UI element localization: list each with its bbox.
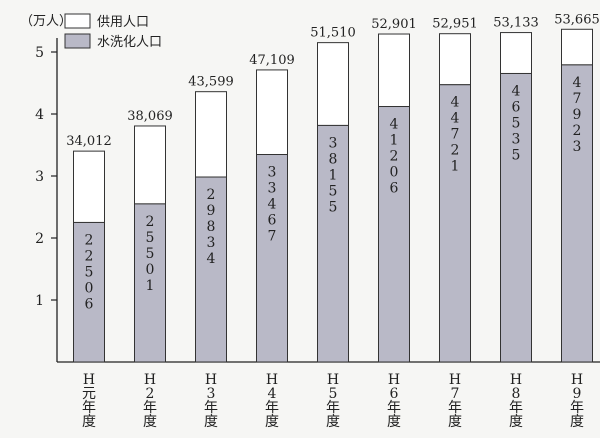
- bar-supply-population: [195, 91, 227, 178]
- bar-flush-population: [378, 106, 410, 363]
- bar-flush-population: [439, 84, 471, 363]
- bar-flush-population: [500, 72, 532, 363]
- bar-total-label: 51,510: [310, 26, 356, 41]
- bar-supply-population: [73, 150, 105, 223]
- bar-total-label: 53,665: [554, 12, 600, 27]
- y-tick-label: 2: [35, 231, 44, 247]
- x-category-label: H 6 年度: [387, 372, 401, 430]
- bar-supply-population: [317, 42, 349, 126]
- x-category-label: H 元年度: [82, 372, 96, 430]
- bar-total-label: 52,951: [432, 17, 478, 32]
- y-tick-label: 1: [35, 293, 44, 309]
- bar-supply-population: [378, 33, 410, 108]
- bars: 34,012 2 2 5 0 6 H 元年度 38,069 2 5 5 0 1 H 2 年度 43,599 2 9 8 3…: [66, 12, 600, 430]
- bar-supply-population: [561, 28, 593, 66]
- x-category-label: H 7 年度: [448, 372, 462, 430]
- legend-swatch-flush: [64, 33, 91, 49]
- bar-supply-population: [500, 32, 532, 74]
- bar-total-label: 47,109: [249, 53, 295, 68]
- x-category-label: H 9 年度: [570, 372, 584, 430]
- bar-supply-population: [134, 125, 166, 205]
- bar-supply-population: [256, 69, 288, 156]
- bar-total-label: 34,012: [66, 134, 112, 149]
- x-category-label: H 8 年度: [509, 372, 523, 430]
- bar-supply-population: [439, 33, 471, 86]
- x-category-label: H 4 年度: [265, 372, 279, 430]
- x-category-label: H 3 年度: [204, 372, 218, 430]
- y-tick-label: 3: [35, 169, 44, 185]
- y-tick-label: 5: [35, 45, 44, 61]
- bar-total-label: 52,901: [371, 17, 417, 32]
- legend-swatch-supply: [64, 13, 91, 29]
- bar-total-label: 38,069: [127, 109, 173, 124]
- bar-flush-population: [134, 203, 166, 363]
- x-category-label: H 2 年度: [143, 372, 157, 430]
- x-category-label: H 5 年度: [326, 372, 340, 430]
- legend-label-flush: 水洗化人口: [97, 35, 162, 50]
- bar-flush-population: [317, 124, 349, 363]
- y-tick-label: 4: [35, 107, 44, 123]
- unit-label: （万人）: [20, 14, 72, 29]
- legend-label-supply: 供用人口: [97, 15, 149, 30]
- bar-flush-population: [73, 221, 105, 363]
- bar-flush-population: [195, 176, 227, 363]
- bar-total-label: 43,599: [188, 75, 234, 90]
- bar-flush-population: [561, 64, 593, 363]
- bar-flush-population: [256, 154, 288, 363]
- bar-total-label: 53,133: [493, 16, 539, 31]
